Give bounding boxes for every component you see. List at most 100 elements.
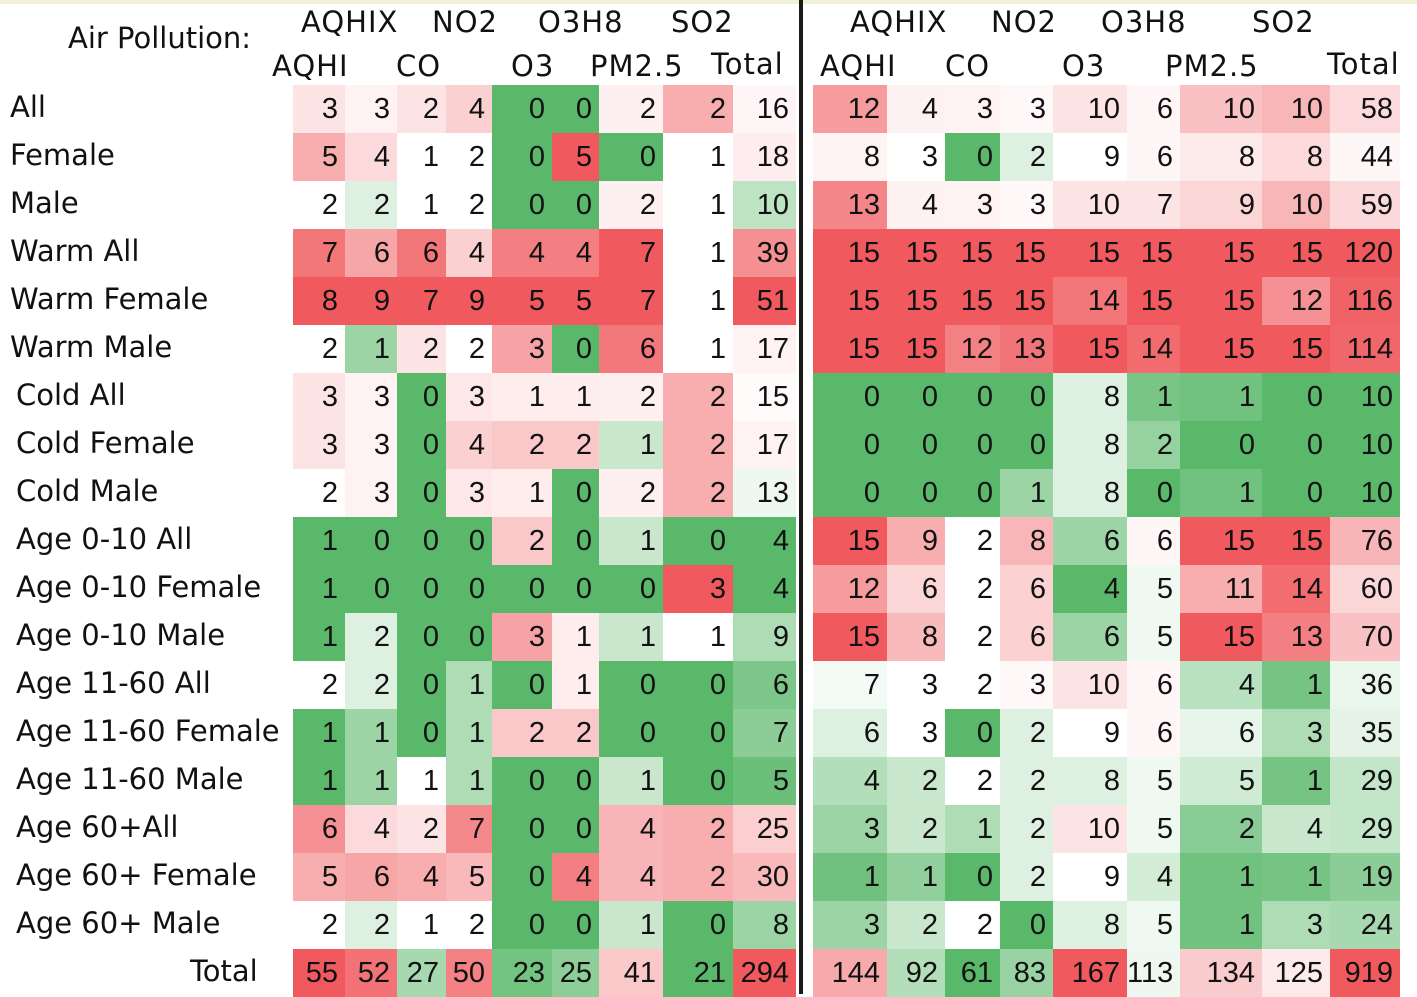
panel-divider xyxy=(799,0,803,994)
heatmap-cell: 2 xyxy=(552,709,599,757)
heatmap-cell: 2 xyxy=(945,565,1000,613)
heatmap-cell: 29 xyxy=(1330,805,1400,853)
heatmap-cell: 15 xyxy=(1180,613,1262,661)
heatmap-cell: 4 xyxy=(552,229,599,277)
heatmap-cell: 3 xyxy=(293,85,345,133)
heatmap-cell: 0 xyxy=(492,853,552,901)
heatmap-cell: 8 xyxy=(293,277,345,325)
heatmap-cell: 2 xyxy=(599,373,663,421)
heatmap-cell: 8 xyxy=(1053,757,1127,805)
heatmap-cell: 1 xyxy=(945,805,1000,853)
right-header-bottom-pm25: PM2.5 xyxy=(1165,49,1259,83)
heatmap-cell: 0 xyxy=(345,565,397,613)
heatmap-cell: 4 xyxy=(345,133,397,181)
heatmap-cell: 15 xyxy=(1180,277,1262,325)
heatmap-cell: 2 xyxy=(293,469,345,517)
heatmap-cell: 2 xyxy=(599,469,663,517)
heatmap-cell: 39 xyxy=(733,229,796,277)
heatmap-cell: 15 xyxy=(1262,517,1330,565)
heatmap-cell: 10 xyxy=(1330,469,1400,517)
heatmap-cell: 18 xyxy=(733,133,796,181)
heatmap-cell: 1 xyxy=(663,229,733,277)
heatmap-cell: 0 xyxy=(446,517,492,565)
heatmap-cell: 3 xyxy=(887,709,945,757)
heatmap-cell: 1 xyxy=(345,757,397,805)
heatmap-cell: 4 xyxy=(813,757,887,805)
row-label: Warm Female xyxy=(10,282,209,316)
heatmap-cell: 6 xyxy=(813,709,887,757)
heatmap-cell: 14 xyxy=(1127,325,1180,373)
heatmap-cell: 0 xyxy=(1000,373,1053,421)
heatmap-cell: 2 xyxy=(945,901,1000,949)
heatmap-cell: 14 xyxy=(1053,277,1127,325)
heatmap-cell: 1 xyxy=(552,373,599,421)
heatmap-cell: 1 xyxy=(599,421,663,469)
heatmap-cell: 15 xyxy=(813,229,887,277)
heatmap-cell: 25 xyxy=(552,949,599,997)
heatmap-cell: 5 xyxy=(552,133,599,181)
heatmap-cell: 5 xyxy=(446,853,492,901)
heatmap-cell: 5 xyxy=(293,853,345,901)
heatmap-cell: 8 xyxy=(733,901,796,949)
heatmap-cell: 4 xyxy=(1262,805,1330,853)
heatmap-cell: 60 xyxy=(1330,565,1400,613)
heatmap-cell: 0 xyxy=(397,517,446,565)
heatmap-cell: 3 xyxy=(446,469,492,517)
heatmap-cell: 13 xyxy=(733,469,796,517)
heatmap-cell: 5 xyxy=(1127,613,1180,661)
row-label: Warm Male xyxy=(10,330,173,364)
heatmap-cell: 30 xyxy=(733,853,796,901)
left-header-top-aqhix: AQHIX xyxy=(301,5,399,39)
heatmap-cell: 6 xyxy=(1000,613,1053,661)
heatmap-cell: 1 xyxy=(1180,469,1262,517)
heatmap-cell: 3 xyxy=(1262,901,1330,949)
heatmap-cell: 0 xyxy=(663,709,733,757)
heatmap-cell: 1 xyxy=(599,757,663,805)
heatmap-cell: 2 xyxy=(397,85,446,133)
heatmap-cell: 0 xyxy=(552,469,599,517)
row-label: Age 11-60 Male xyxy=(16,762,244,796)
heatmap-cell: 1 xyxy=(1127,373,1180,421)
heatmap-cell: 25 xyxy=(733,805,796,853)
heatmap-cell: 6 xyxy=(733,661,796,709)
heatmap-cell: 2 xyxy=(599,181,663,229)
heatmap-cell: 1 xyxy=(293,757,345,805)
heatmap-cell: 5 xyxy=(1127,805,1180,853)
heatmap-cell: 0 xyxy=(397,373,446,421)
heatmap-cell: 0 xyxy=(552,565,599,613)
heatmap-cell: 0 xyxy=(599,709,663,757)
heatmap-cell: 2 xyxy=(887,901,945,949)
heatmap-cell: 4 xyxy=(492,229,552,277)
heatmap-cell: 1 xyxy=(663,181,733,229)
heatmap-cell: 70 xyxy=(1330,613,1400,661)
heatmap-cell: 0 xyxy=(663,517,733,565)
heatmap-cell: 0 xyxy=(945,469,1000,517)
heatmap-cell: 3 xyxy=(1000,661,1053,709)
heatmap-cell: 7 xyxy=(813,661,887,709)
heatmap-cell: 10 xyxy=(1330,421,1400,469)
heatmap-cell: 2 xyxy=(1180,805,1262,853)
heatmap-cell: 134 xyxy=(1180,949,1262,997)
heatmap-cell: 0 xyxy=(945,133,1000,181)
heatmap-cell: 2 xyxy=(293,661,345,709)
heatmap-cell: 1 xyxy=(492,469,552,517)
heatmap-cell: 5 xyxy=(1127,565,1180,613)
right-header-bottom-total: Total xyxy=(1327,47,1400,81)
heatmap-cell: 0 xyxy=(492,565,552,613)
heatmap-cell: 15 xyxy=(1180,517,1262,565)
heatmap-cell: 0 xyxy=(397,421,446,469)
heatmap-cell: 3 xyxy=(663,565,733,613)
heatmap-cell: 2 xyxy=(945,757,1000,805)
row-label: Age 0-10 Male xyxy=(16,618,226,652)
heatmap-cell: 15 xyxy=(1262,325,1330,373)
heatmap-cell: 1 xyxy=(492,373,552,421)
right-header-bottom-aqhi: AQHI xyxy=(820,49,897,83)
heatmap-cell: 61 xyxy=(945,949,1000,997)
heatmap-cell: 15 xyxy=(945,229,1000,277)
heatmap-cell: 12 xyxy=(813,85,887,133)
row-label: Cold All xyxy=(16,378,126,412)
heatmap-cell: 4 xyxy=(887,181,945,229)
row-label: Warm All xyxy=(10,234,140,268)
heatmap-cell: 3 xyxy=(293,373,345,421)
heatmap-cell: 2 xyxy=(552,421,599,469)
